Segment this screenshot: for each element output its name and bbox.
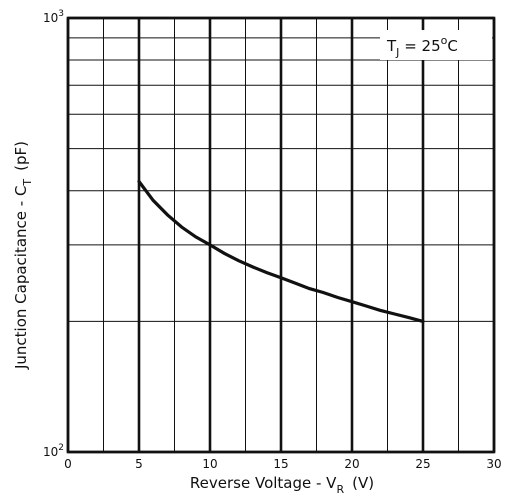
- x-tick-label: 10: [202, 457, 217, 471]
- x-tick-label: 30: [486, 457, 501, 471]
- y-tick-label: 102: [43, 443, 64, 459]
- y-tick-labels: 102 103: [43, 9, 64, 459]
- y-axis-title: Junction Capacitance - CT(pF): [12, 141, 34, 370]
- x-tick-label: 15: [273, 457, 288, 471]
- x-tick-label: 20: [344, 457, 359, 471]
- y-tick-label: 103: [43, 9, 64, 25]
- grid: [66, 16, 496, 454]
- x-tick-label: 5: [135, 457, 143, 471]
- annotation-background: [380, 30, 492, 60]
- plot-frame: [66, 16, 496, 454]
- x-axis-title: Reverse Voltage - VR (V): [190, 474, 374, 496]
- x-tick-label: 0: [64, 457, 72, 471]
- x-tick-label: 25: [415, 457, 430, 471]
- x-tick-labels: 0 5 10 15 20 25 30: [64, 457, 501, 471]
- capacitance-curve: [137, 179, 425, 323]
- temperature-annotation: TJ = 25oC: [386, 34, 458, 59]
